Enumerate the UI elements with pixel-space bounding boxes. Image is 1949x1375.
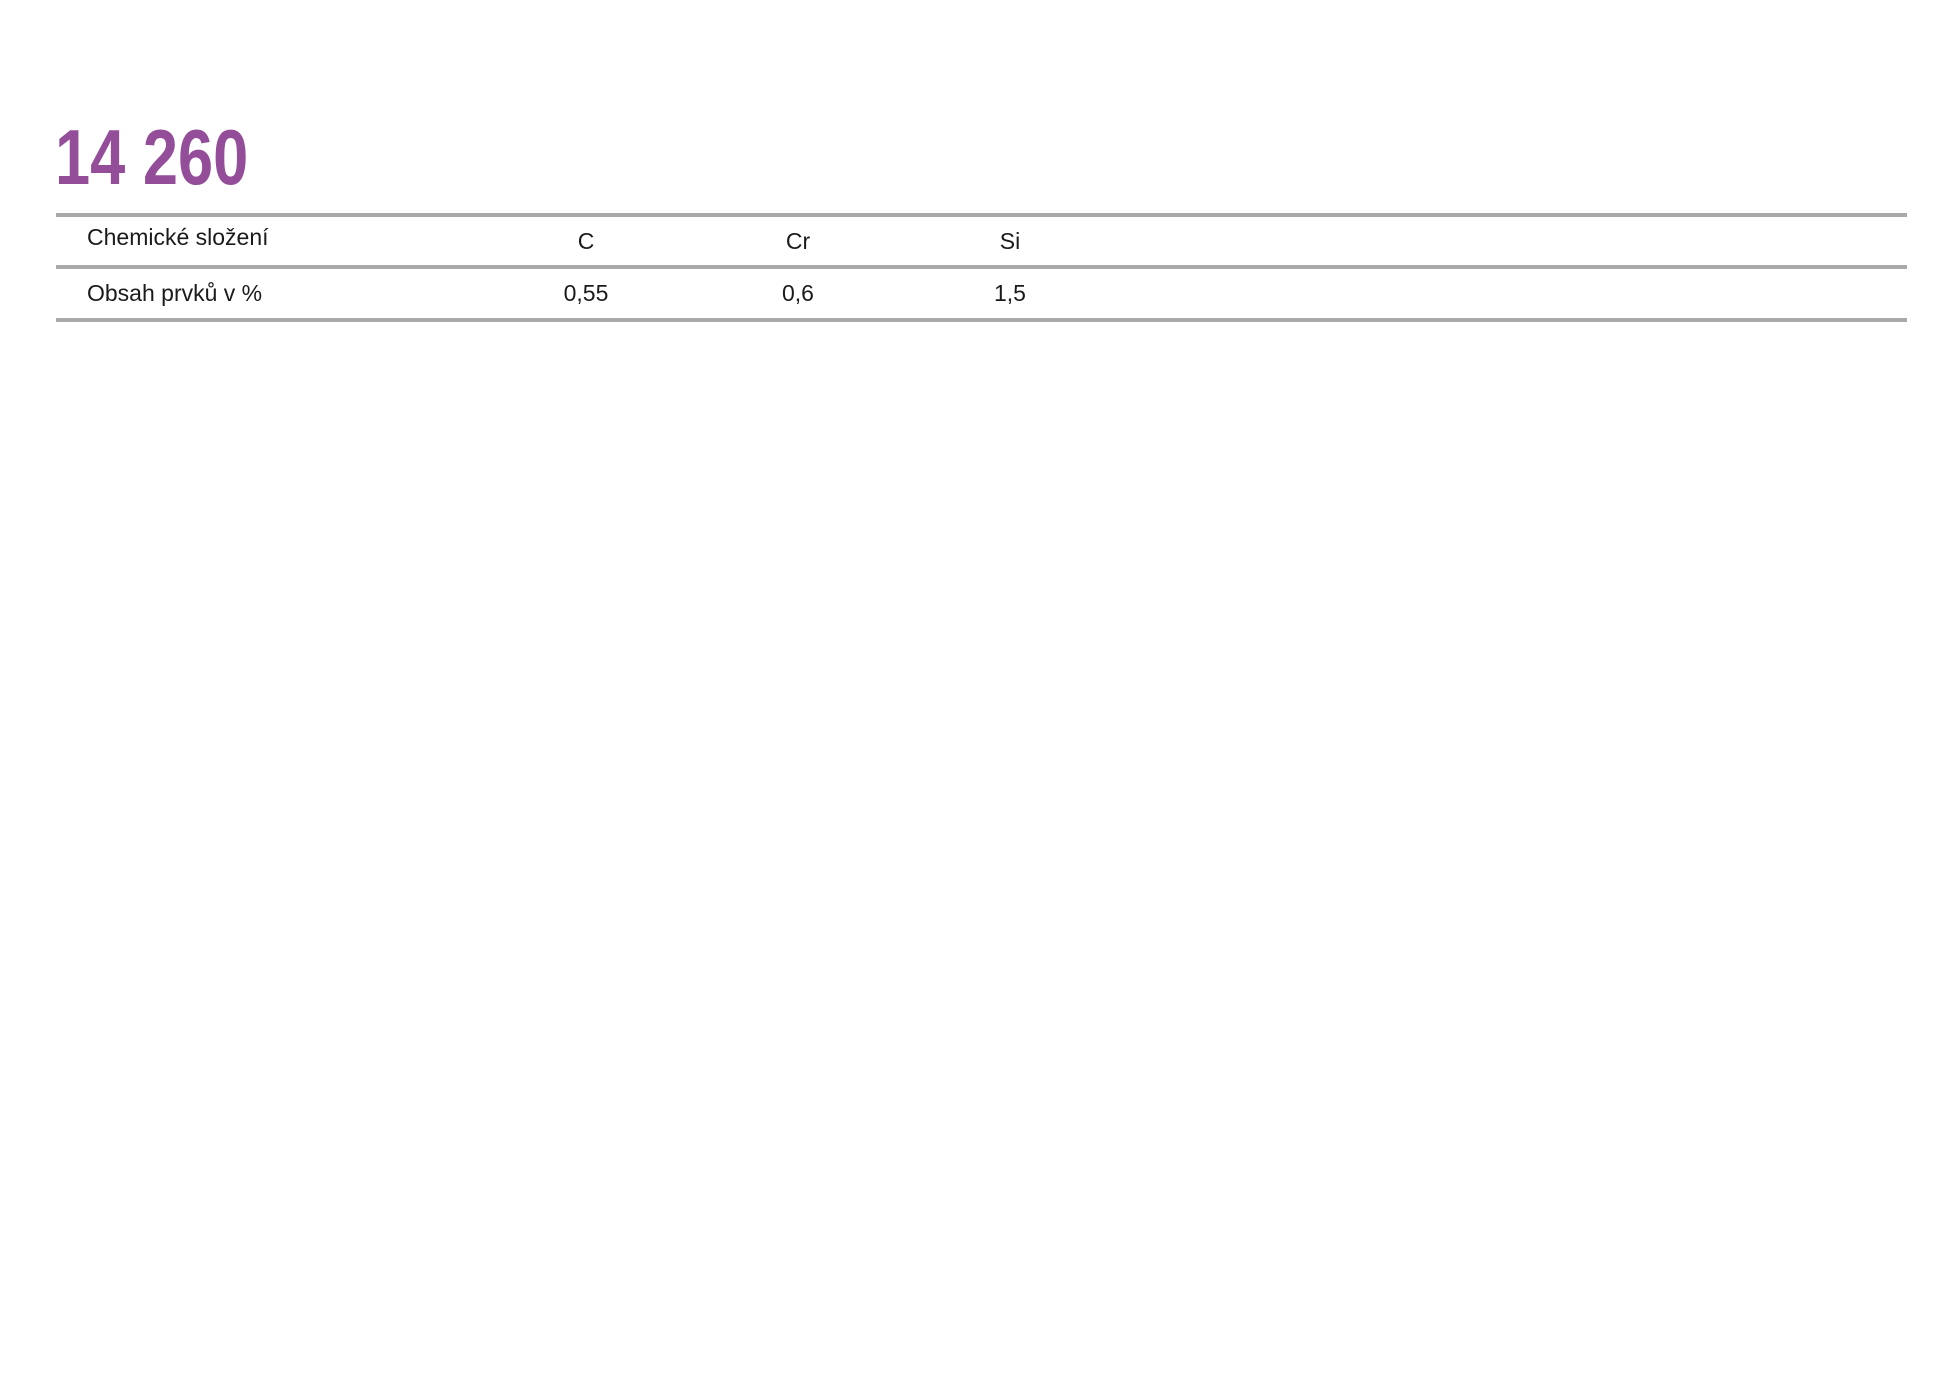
- column-header-si: Si: [999, 227, 1021, 254]
- value-cr: 0,6: [782, 280, 814, 306]
- column-header-c: C: [577, 227, 595, 254]
- row-label-cell: Obsah prvků v %: [87, 280, 263, 306]
- chemical-composition-table: Chemické složení C Cr Si Obsah prvků v %…: [56, 213, 1907, 322]
- material-number-heading: 14 260: [55, 113, 249, 201]
- header-label-cell: Chemické složení: [87, 223, 269, 250]
- value-si: 1,5: [994, 280, 1026, 306]
- value-c: 0,55: [563, 280, 609, 306]
- column-header-cr: Cr: [785, 227, 811, 254]
- table-data-row: Obsah prvků v % 0,55 0,6 1,5: [56, 269, 1907, 318]
- table-header-row: Chemické složení C Cr Si: [56, 217, 1907, 269]
